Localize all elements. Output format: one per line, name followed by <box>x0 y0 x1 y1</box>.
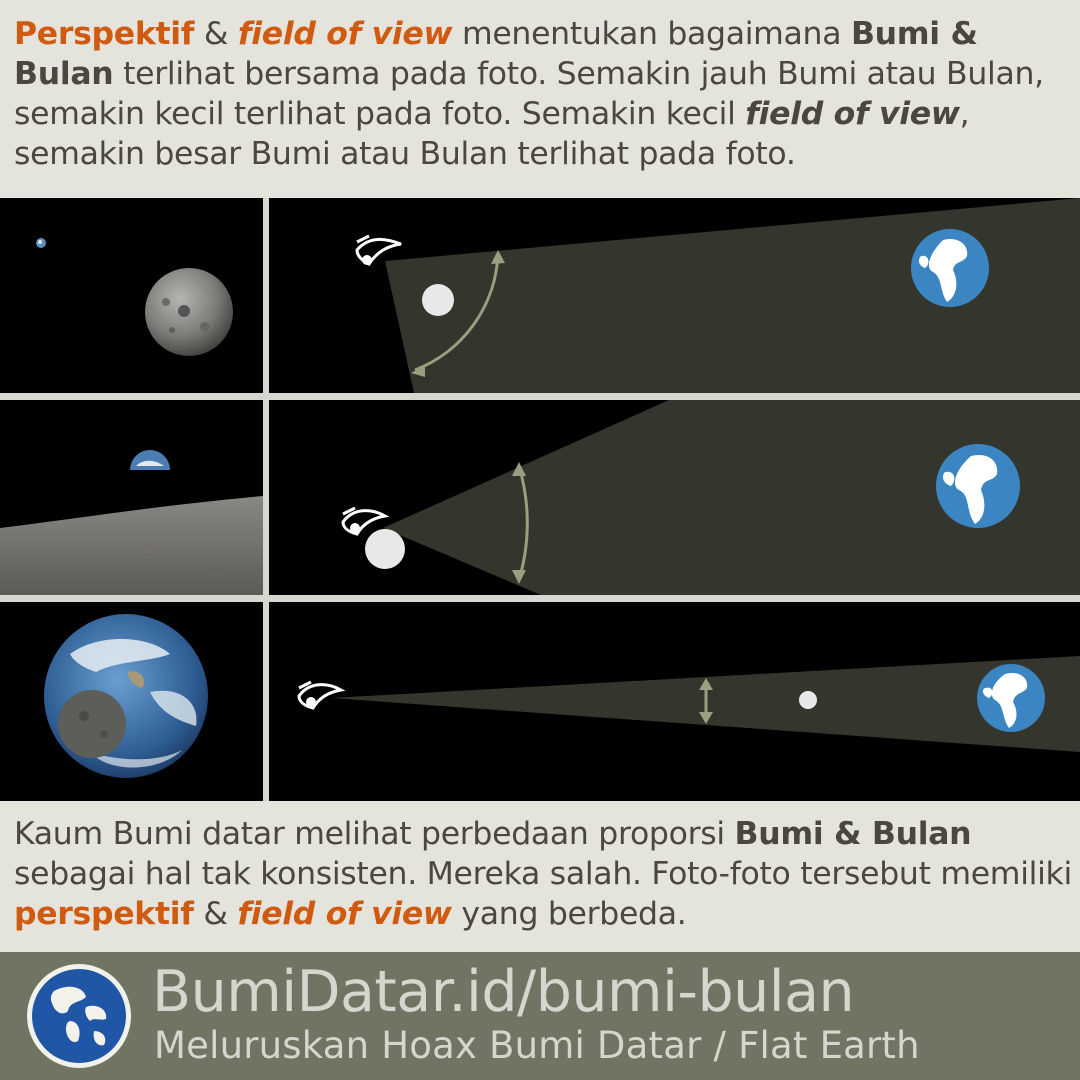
intro-amp: & <box>194 16 238 52</box>
diagram-row-1 <box>269 198 1080 393</box>
conclusion-text-2: sebagai hal tak konsisten. Mereka salah.… <box>14 856 1072 892</box>
diagram-row-2 <box>269 400 1080 595</box>
conclusion-amp: & <box>193 896 238 932</box>
intro-text-2: terlihat bersama pada foto. Semakin jauh… <box>14 56 1044 132</box>
term-field-of-view-3: field of view <box>237 896 452 932</box>
photo-row-1 <box>0 198 263 393</box>
earth-icon <box>911 229 989 307</box>
term-perspektif-2: perspektif <box>14 896 194 932</box>
footer-bar <box>0 952 1080 1080</box>
eye-icon <box>297 680 346 710</box>
term-field-of-view-2: field of view <box>745 96 960 132</box>
fov-angle-arrow-icon <box>414 252 500 372</box>
photo-row-3 <box>0 602 263 801</box>
globe-logo-icon <box>27 964 131 1068</box>
earth-icon <box>130 450 170 470</box>
eye-icon <box>355 234 402 266</box>
earth-icon <box>977 664 1045 732</box>
conclusion-text-3: yang berbeda. <box>451 896 687 932</box>
earth-icon <box>936 444 1020 528</box>
intro-paragraph: Perspektif & field of view menentukan ba… <box>14 14 1072 174</box>
moon-icon <box>422 284 454 316</box>
footer-url[interactable]: BumiDatar.id/bumi-bulan <box>152 959 855 1025</box>
moon-icon <box>365 529 405 569</box>
comparison-grid <box>0 198 1080 801</box>
fov-angle-arrow-icon <box>517 465 529 581</box>
moon-surface <box>0 496 263 595</box>
fov-cone <box>385 198 1080 393</box>
moon-icon <box>58 690 126 758</box>
photo-row-2 <box>0 400 263 595</box>
intro-text-1: menentukan bagaimana <box>452 16 851 52</box>
moon-icon <box>799 691 817 709</box>
eye-icon <box>341 506 390 536</box>
conclusion-text-1: Kaum Bumi datar melihat perbedaan propor… <box>14 816 735 852</box>
earth-icon <box>44 614 208 778</box>
intro-text-3: , semakin besar Bumi atau Bulan terlihat… <box>14 96 970 172</box>
term-bumi-bulan-2: Bumi & Bulan <box>734 816 972 852</box>
term-field-of-view: field of view <box>237 16 453 52</box>
conclusion-paragraph: Kaum Bumi datar melihat perbedaan propor… <box>14 814 1072 934</box>
term-perspektif: Perspektif <box>14 16 195 52</box>
footer-tagline: Meluruskan Hoax Bumi Datar / Flat Earth <box>154 1024 920 1067</box>
diagram-row-3 <box>269 602 1080 801</box>
fov-cone <box>383 400 1080 595</box>
moon-icon <box>145 268 233 356</box>
term-bumi-bulan: Bumi & Bulan <box>14 16 978 92</box>
earth-icon <box>36 238 46 248</box>
